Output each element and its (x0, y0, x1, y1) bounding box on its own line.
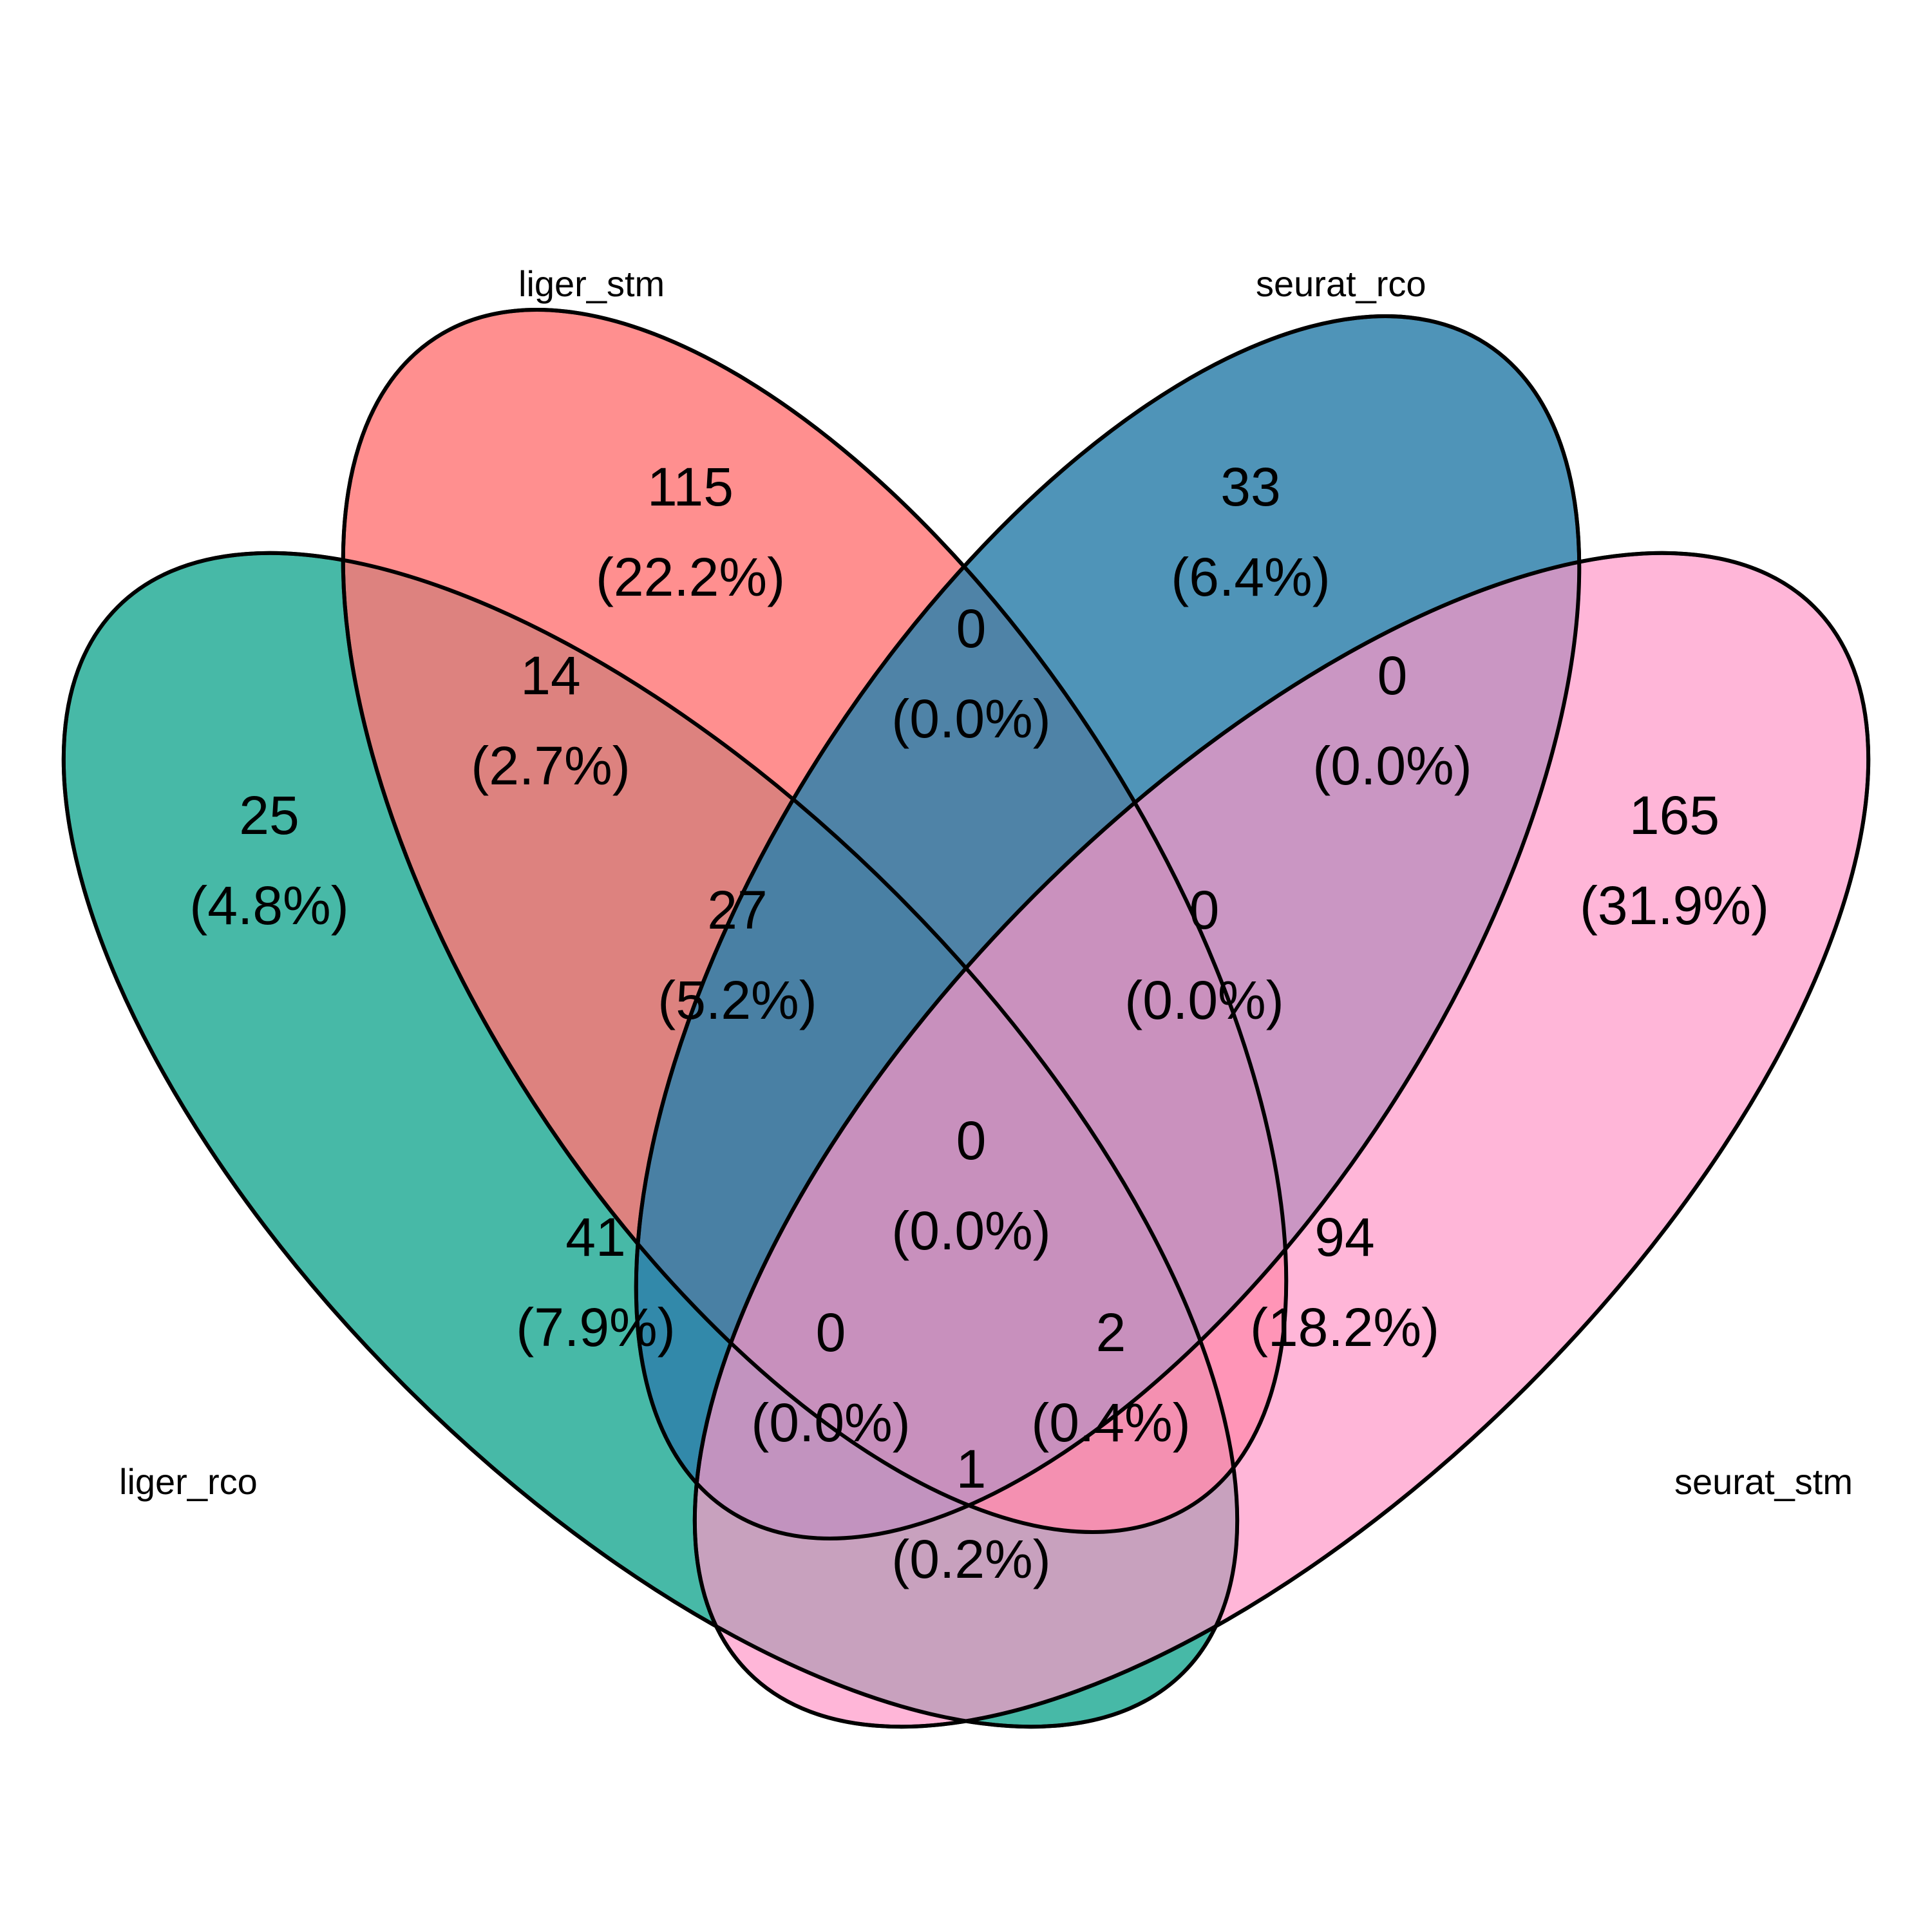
region-ls-ss-count: 94 (1314, 1207, 1374, 1267)
region-lr-sr-ss-percent: (0.0%) (751, 1392, 910, 1453)
label-liger-stm: liger_stm (518, 263, 665, 304)
region-liger-rco-only-count: 25 (239, 785, 299, 846)
region-seurat-stm-only-percent: (31.9%) (1580, 875, 1769, 936)
region-ls-ss-percent: (18.2%) (1250, 1297, 1439, 1358)
region-lr-ls-sr-percent: (5.2%) (658, 970, 817, 1030)
region-seurat-rco-only-percent: (6.4%) (1171, 547, 1330, 607)
region-liger-stm-only-count: 115 (647, 457, 734, 517)
region-ls-sr-percent: (0.0%) (891, 688, 1050, 749)
region-sr-ss-percent: (0.0%) (1312, 735, 1472, 796)
region-lr-sr-percent: (7.9%) (516, 1297, 675, 1358)
outline-liger-rco (61, 551, 1240, 1729)
region-lr-ls-sr-count: 27 (707, 880, 767, 940)
region-all-four-count: 0 (956, 1110, 987, 1171)
label-seurat-stm: seurat_stm (1674, 1461, 1853, 1502)
region-all-four-percent: (0.0%) (891, 1200, 1050, 1261)
region-ls-sr-ss-percent: (0.0%) (1124, 970, 1283, 1030)
region-labels: 25 (4.8%) 115 (22.2%) 33 (6.4%) 165 (31.… (189, 457, 1769, 1589)
region-lr-ls-percent: (2.7%) (471, 735, 630, 796)
region-ls-sr-count: 0 (956, 598, 987, 659)
region-lr-ss-count: 1 (956, 1439, 987, 1499)
region-ls-sr-ss-count: 0 (1189, 880, 1220, 940)
region-lr-ls-count: 14 (520, 645, 580, 706)
set-outlines (61, 307, 1871, 1729)
outline-seurat-rco (634, 314, 1582, 1541)
region-lr-ls-ss-percent: (0.4%) (1031, 1392, 1190, 1453)
label-liger-rco: liger_rco (119, 1461, 258, 1502)
region-lr-sr-ss-count: 0 (816, 1302, 846, 1363)
outline-seurat-stm (692, 551, 1871, 1729)
region-seurat-stm-only-count: 165 (1629, 785, 1719, 846)
region-seurat-rco-only-count: 33 (1220, 457, 1280, 517)
set-ellipses (61, 307, 1871, 1729)
region-lr-ls-ss-count: 2 (1096, 1302, 1126, 1363)
outline-liger-stm (341, 307, 1289, 1535)
label-seurat-rco: seurat_rco (1256, 263, 1426, 304)
region-liger-rco-only-percent: (4.8%) (189, 875, 348, 936)
region-liger-stm-only-percent: (22.2%) (596, 547, 785, 607)
region-lr-ss-percent: (0.2%) (891, 1529, 1050, 1589)
region-lr-sr-count: 41 (565, 1207, 625, 1267)
region-sr-ss-count: 0 (1378, 645, 1408, 706)
